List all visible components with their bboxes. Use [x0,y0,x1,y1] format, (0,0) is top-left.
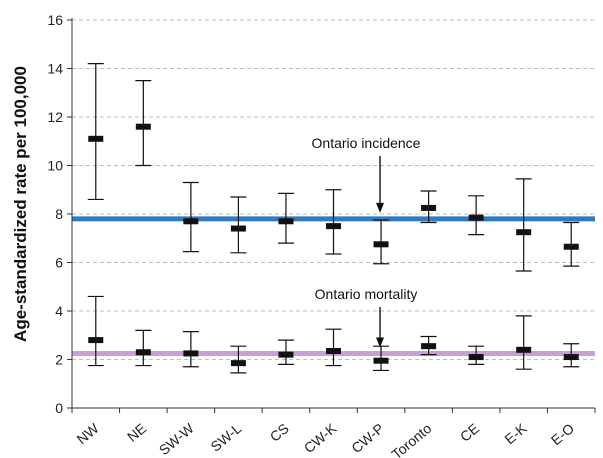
annotation-label: Ontario incidence [312,135,421,151]
y-tick-label: 4 [55,303,63,319]
point-estimate [88,135,104,142]
point-estimate [516,346,532,353]
x-tick-label: CW-P [348,420,387,456]
x-tick-label: NE [124,420,149,445]
annotations: Ontario incidence Ontario mortality [312,135,421,348]
tick-labels: 0 2 4 6 8 10 12 14 16 NW NE SW-W SW-L CS CW-K CW-P Toron… [47,12,577,458]
y-tick-label: 6 [55,255,63,271]
point-estimate [230,360,246,367]
annotation-label: Ontario mortality [315,286,418,302]
y-tick-label: 10 [47,158,63,174]
annotation-arrow-head [376,202,385,213]
y-tick-label: 8 [55,206,63,222]
axes [67,18,596,413]
x-tick-label: E-K [501,420,530,448]
gridlines [72,19,595,360]
y-tick-label: 12 [47,109,63,125]
point-estimate [326,223,341,230]
point-estimate [326,348,341,355]
annotation-arrow-head [376,337,385,348]
point-estimate [88,337,104,344]
point-estimate [563,354,579,361]
point-estimate [183,218,199,225]
x-tick-label: SW-L [207,420,244,455]
x-tick-label: CE [457,420,482,445]
point-estimate [135,123,151,130]
y-axis-label: Age-standardized rate per 100,000 [11,66,30,342]
point-estimate [278,218,294,225]
y-tick-label: 16 [47,12,63,28]
x-tick-label: CW-K [301,420,340,457]
point-estimate [373,241,389,248]
point-estimate [563,243,579,250]
point-estimate [516,229,532,236]
point-estimate [468,214,484,221]
x-tick-label: SW-W [156,420,198,458]
point-estimate [421,204,437,211]
x-tick-label: CS [267,420,292,445]
point-estimate [230,225,246,232]
x-tick-label: Toronto [388,420,434,458]
error-bar-marks [87,63,580,374]
point-estimate [468,354,484,361]
y-tick-label: 14 [47,61,63,77]
point-estimate [373,357,389,364]
point-estimate [278,351,294,358]
point-estimate [183,350,199,357]
point-estimate [135,349,151,356]
y-tick-label: 2 [55,352,63,368]
y-tick-label: 0 [55,400,63,416]
x-tick-label: NW [74,420,103,448]
x-tick-label: E-O [548,420,577,448]
point-estimate [421,343,437,350]
